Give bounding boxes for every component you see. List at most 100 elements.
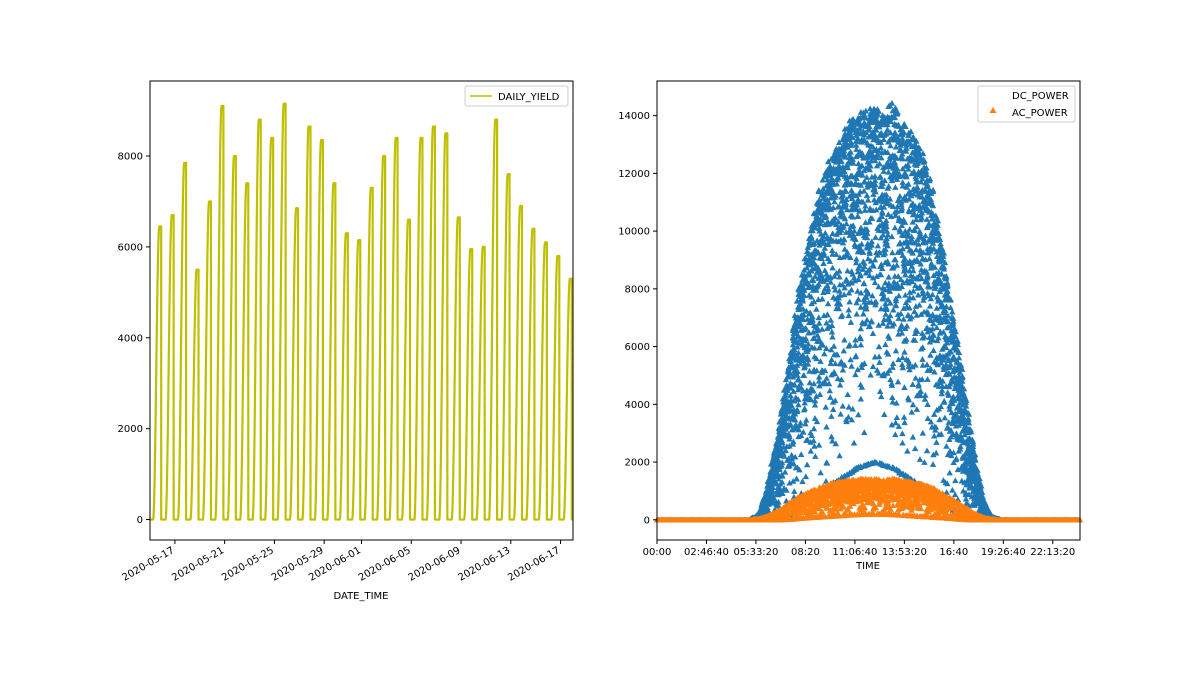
dc-power-point — [836, 301, 844, 307]
dc-power-point — [782, 425, 790, 432]
dc-power-point — [846, 298, 853, 305]
dc-power-point — [816, 241, 823, 248]
dc-power-point — [842, 153, 849, 160]
dc-power-point — [845, 136, 853, 142]
dc-power-point — [919, 150, 927, 157]
dc-power-point — [846, 341, 853, 348]
dc-power-point — [866, 266, 873, 272]
dc-power-point — [978, 482, 985, 489]
dc-power-point — [932, 449, 940, 456]
dc-power-point — [971, 457, 978, 463]
dc-power-point — [856, 207, 864, 214]
dc-power-point — [900, 120, 908, 127]
dc-power-point — [848, 286, 855, 293]
dc-power-point — [886, 118, 894, 125]
dc-power-point — [888, 421, 896, 428]
dc-power-point — [979, 493, 986, 500]
dc-power-point — [833, 180, 841, 187]
dc-power-point — [845, 413, 852, 420]
dc-power-point — [909, 294, 917, 301]
dc-power-point — [912, 361, 919, 368]
dc-power-point — [857, 341, 865, 348]
dc-power-point — [860, 310, 867, 317]
dc-power-point — [806, 309, 814, 316]
dc-power-point — [831, 370, 839, 377]
dc-power-point — [929, 336, 936, 342]
dc-power-point — [841, 147, 848, 154]
dc-power-point — [856, 120, 863, 126]
dc-power-point — [875, 321, 882, 328]
dc-power-point — [927, 351, 934, 358]
dc-power-point — [911, 308, 918, 315]
dc-power-point — [786, 479, 793, 486]
dc-power-point — [943, 303, 950, 310]
dc-power-point — [950, 415, 957, 422]
dc-power-point — [924, 376, 931, 382]
dc-power-point — [930, 320, 937, 327]
dc-power-point — [939, 263, 947, 270]
y-tick-label: 4000 — [118, 333, 143, 344]
dc-power-point — [930, 451, 937, 458]
dc-power-point — [821, 350, 828, 357]
dc-power-point — [907, 278, 915, 284]
dc-power-point — [889, 394, 896, 400]
dc-power-point — [864, 255, 872, 262]
ac-power-point — [823, 505, 830, 511]
dc-power-point — [801, 292, 808, 299]
ac-power-point — [786, 513, 793, 520]
dc-power-point — [914, 258, 921, 265]
dc-power-point — [794, 332, 802, 339]
dc-power-point — [812, 224, 819, 231]
dc-power-point — [854, 366, 861, 373]
dc-power-point — [941, 259, 949, 266]
dc-power-point — [888, 233, 896, 240]
dc-power-point — [853, 255, 860, 262]
dc-power-point — [778, 459, 786, 466]
dc-power-point — [933, 214, 940, 221]
dc-power-point — [901, 264, 909, 271]
dc-power-point — [829, 437, 836, 444]
dc-power-point — [817, 220, 825, 227]
dc-power-point — [811, 344, 818, 351]
dc-power-point — [965, 415, 972, 422]
dc-power-point — [851, 124, 858, 130]
dc-power-point — [905, 195, 913, 202]
dc-power-point — [824, 241, 831, 247]
dc-power-point — [791, 416, 799, 423]
dc-power-point — [936, 416, 943, 423]
dc-power-point — [826, 162, 834, 169]
dc-power-point — [885, 350, 892, 357]
dc-power-point — [901, 193, 909, 200]
dc-power-point — [812, 453, 819, 459]
dc-power-point — [902, 171, 910, 178]
dc-power-point — [896, 247, 904, 254]
dc-power-point — [922, 392, 929, 398]
dc-power-point — [853, 310, 860, 317]
dc-power-point — [849, 155, 856, 162]
dc-power-point — [875, 343, 883, 350]
dc-power-point — [788, 401, 795, 408]
dc-power-point — [840, 235, 848, 242]
dc-power-point — [777, 445, 784, 452]
dc-power-point — [889, 364, 896, 370]
dc-power-point — [791, 488, 798, 494]
dc-power-point — [842, 132, 849, 139]
dc-power-point — [820, 201, 828, 207]
dc-power-point — [849, 115, 857, 122]
dc-power-point — [902, 148, 910, 154]
dc-power-point — [946, 427, 954, 434]
dc-power-point — [965, 419, 972, 426]
dc-power-point — [811, 443, 818, 449]
dc-power-point — [952, 328, 959, 335]
dc-power-point — [778, 438, 785, 445]
dc-power-point — [847, 356, 854, 363]
dc-power-point — [873, 273, 880, 279]
dc-power-point — [895, 315, 902, 321]
dc-power-point — [821, 367, 829, 374]
daily-yield-x-axis-title: DATE_TIME — [333, 591, 388, 602]
dc-power-point — [776, 466, 783, 472]
dc-power-point — [860, 178, 868, 185]
dc-power-point — [899, 134, 906, 141]
dc-power-point — [916, 145, 923, 152]
dc-power-point — [957, 443, 964, 450]
